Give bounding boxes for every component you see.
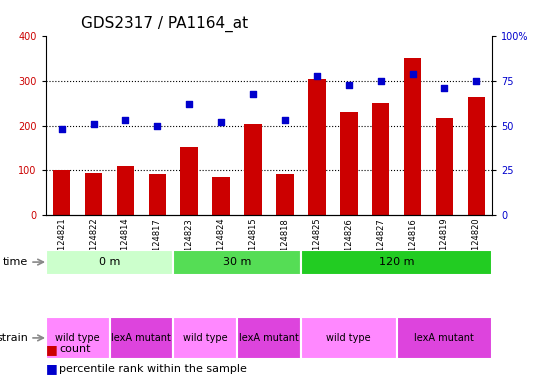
Point xyxy=(217,119,225,125)
Text: lexA mutant: lexA mutant xyxy=(414,333,475,343)
Text: count: count xyxy=(59,344,91,354)
Text: 0 m: 0 m xyxy=(99,257,120,267)
Bar xyxy=(173,317,237,359)
Text: percentile rank within the sample: percentile rank within the sample xyxy=(59,364,247,374)
Bar xyxy=(46,317,110,359)
Bar xyxy=(180,147,198,215)
Bar xyxy=(340,113,358,215)
Bar xyxy=(308,79,325,215)
Point xyxy=(472,78,480,84)
Bar xyxy=(301,250,492,275)
Point xyxy=(313,73,321,79)
Point xyxy=(408,71,417,77)
Point xyxy=(153,123,161,129)
Bar xyxy=(46,250,173,275)
Bar xyxy=(53,170,70,215)
Bar xyxy=(468,97,485,215)
Text: wild type: wild type xyxy=(55,333,100,343)
Bar xyxy=(397,317,492,359)
Bar xyxy=(436,118,453,215)
Bar xyxy=(117,166,134,215)
Bar xyxy=(276,174,294,215)
Text: wild type: wild type xyxy=(327,333,371,343)
Text: ■: ■ xyxy=(46,343,58,356)
Text: GDS2317 / PA1164_at: GDS2317 / PA1164_at xyxy=(81,16,249,32)
Text: lexA mutant: lexA mutant xyxy=(239,333,299,343)
Text: strain: strain xyxy=(0,333,28,343)
Bar xyxy=(85,173,102,215)
Bar xyxy=(237,317,301,359)
Bar xyxy=(404,58,421,215)
Bar xyxy=(244,124,262,215)
Point xyxy=(281,118,289,124)
Bar xyxy=(148,174,166,215)
Text: 120 m: 120 m xyxy=(379,257,414,267)
Bar xyxy=(213,177,230,215)
Point xyxy=(249,91,257,97)
Point xyxy=(58,126,66,132)
Text: 30 m: 30 m xyxy=(223,257,251,267)
Text: wild type: wild type xyxy=(183,333,228,343)
Point xyxy=(121,118,130,124)
Text: ■: ■ xyxy=(46,362,58,375)
Bar xyxy=(110,317,173,359)
Point xyxy=(344,82,353,88)
Point xyxy=(376,78,385,84)
Bar xyxy=(301,317,397,359)
Text: time: time xyxy=(3,257,28,267)
Point xyxy=(440,85,449,91)
Point xyxy=(89,121,98,127)
Point xyxy=(185,101,194,108)
Text: lexA mutant: lexA mutant xyxy=(111,333,172,343)
Bar xyxy=(372,103,390,215)
Bar xyxy=(173,250,301,275)
